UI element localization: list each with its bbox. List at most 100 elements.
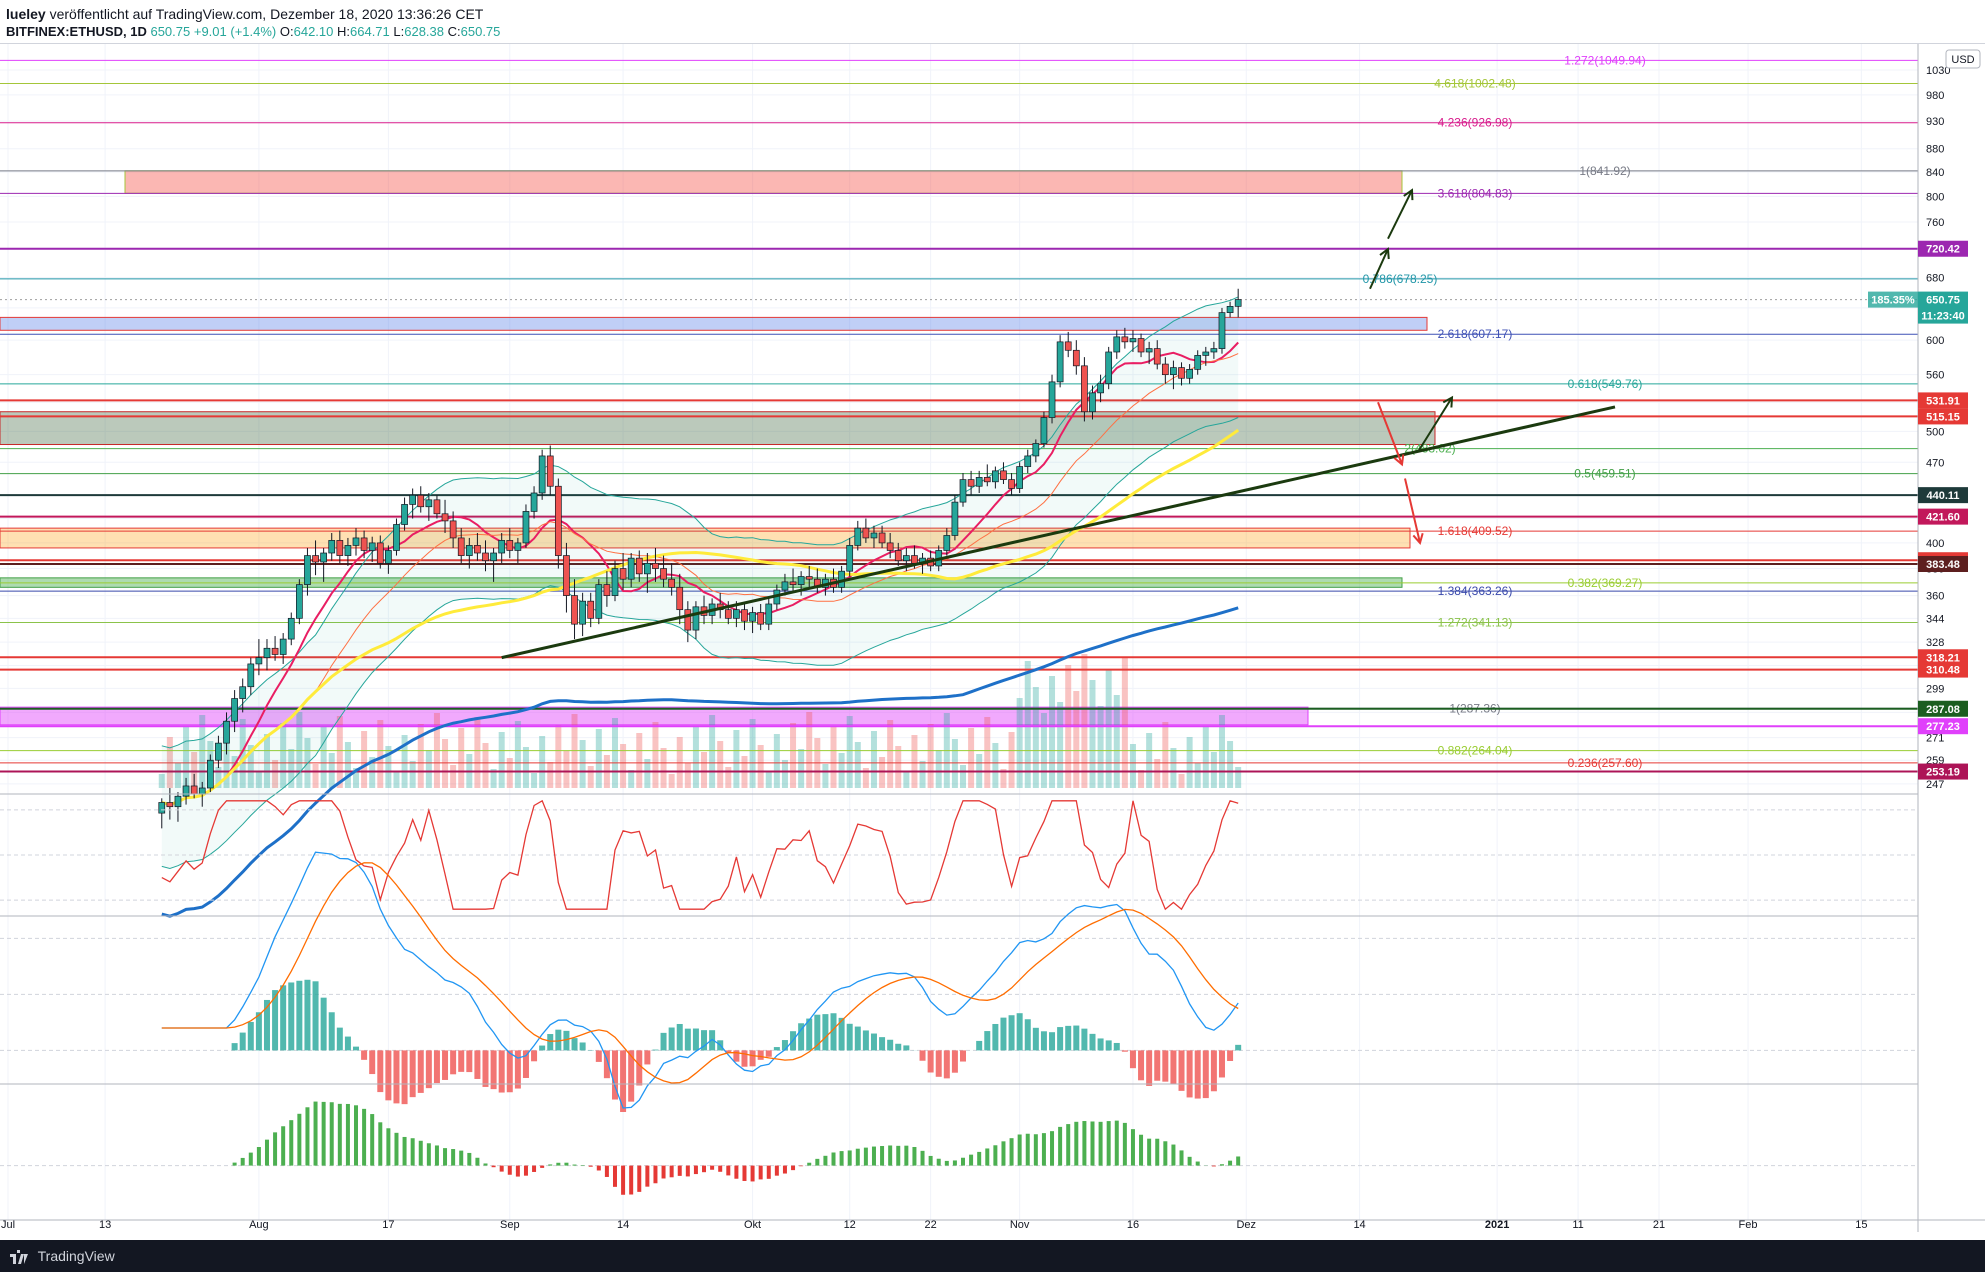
- price-tag-label: 650.75: [1926, 295, 1960, 307]
- volume-bar: [506, 758, 513, 788]
- macd-hist-bar: [798, 1023, 805, 1051]
- price-chart[interactable]: 1.272(1049.94) 4.618(1002.48) 4.236(926.98…: [0, 44, 1985, 1240]
- volume-bar: [806, 712, 813, 788]
- osc-bar: [580, 1165, 585, 1166]
- volume-bar: [919, 761, 926, 788]
- candle-body: [1072, 349, 1080, 367]
- osc-bar: [1001, 1141, 1006, 1166]
- volume-bar: [1162, 722, 1169, 788]
- osc-bar: [1114, 1120, 1119, 1166]
- candle-body: [263, 647, 271, 658]
- candle-body: [757, 612, 765, 625]
- time-tick-label: 11: [1572, 1219, 1583, 1231]
- volume-bar: [514, 721, 521, 788]
- candle-body: [465, 545, 473, 556]
- volume-bar: [174, 763, 181, 788]
- macd-hist-bar: [1097, 1038, 1104, 1051]
- currency-box[interactable]: USD: [1945, 49, 1981, 69]
- candle-body: [878, 532, 886, 544]
- volume-bar: [846, 716, 853, 788]
- candle-body: [635, 557, 643, 575]
- tradingview-logo[interactable]: TradingView: [10, 1248, 115, 1265]
- candle-body: [1000, 470, 1007, 480]
- osc-bar: [993, 1145, 998, 1166]
- time-tick-label: Sep: [500, 1219, 520, 1231]
- candle-body: [360, 537, 368, 551]
- macd-hist-bar: [838, 1017, 845, 1051]
- volume-bar: [1129, 744, 1136, 788]
- macd-hist-bar: [1170, 1050, 1177, 1084]
- candle-body: [627, 557, 635, 580]
- volume-bar: [927, 724, 934, 788]
- candle-body: [393, 524, 400, 551]
- ema-short: [161, 341, 1239, 806]
- support-zone-magenta: [0, 706, 1309, 726]
- price-tick-label: 500: [1926, 426, 1944, 438]
- macd-hist-bar: [1154, 1050, 1161, 1081]
- volume-bar: [555, 725, 562, 788]
- candle-body: [886, 542, 894, 551]
- resistance-zone-blue: [0, 316, 1428, 331]
- osc-bar: [977, 1151, 982, 1166]
- volume-bar: [595, 729, 602, 788]
- macd-hist-bar: [377, 1050, 384, 1093]
- candle-body: [1161, 363, 1169, 376]
- volume-bar: [587, 766, 594, 788]
- candle-body: [1008, 479, 1015, 489]
- macd-hist-bar: [458, 1050, 465, 1072]
- volume-bar: [1146, 733, 1153, 788]
- macd-hist-bar: [676, 1023, 683, 1051]
- level-tag-label: 277.23: [1926, 721, 1960, 733]
- volume-bar: [652, 722, 659, 788]
- candle-body: [385, 550, 392, 564]
- osc-bar: [920, 1150, 925, 1166]
- osc-bar: [1171, 1144, 1176, 1166]
- osc-bar: [515, 1165, 520, 1177]
- osc-bar: [621, 1165, 626, 1195]
- candle-body: [215, 742, 222, 761]
- indicators: [161, 296, 1240, 918]
- level-tag-label: 720.42: [1926, 244, 1960, 256]
- volume-bar: [1008, 732, 1015, 788]
- macd-hist-bar: [263, 999, 270, 1051]
- volume-bar: [442, 739, 449, 788]
- macd-hist-bar: [668, 1027, 675, 1051]
- price-tick-label: 299: [1926, 683, 1944, 695]
- volume-bar: [895, 746, 902, 788]
- level-tag-label: 515.15: [1926, 411, 1960, 423]
- candle-body: [846, 545, 854, 572]
- price-axis[interactable]: 1030980930880840800760720680640600560530…: [1868, 44, 1985, 1240]
- candle-body: [1121, 336, 1129, 343]
- macd-hist-bar: [361, 1050, 368, 1060]
- candle-body: [805, 576, 813, 580]
- bollinger-lower: [161, 417, 1239, 870]
- publisher-name[interactable]: lueley: [6, 6, 46, 22]
- fib-label: 4.618(1002.48): [1434, 77, 1515, 91]
- time-tick-label: Okt: [744, 1219, 761, 1231]
- candle-body: [943, 535, 951, 551]
- level-tag-label: 287.08: [1926, 704, 1960, 716]
- osc-bar: [1082, 1121, 1087, 1166]
- candle-body: [1234, 299, 1242, 307]
- osc-bar: [1211, 1165, 1216, 1167]
- osc-bar: [329, 1102, 334, 1166]
- macd-hist-bar: [1186, 1050, 1193, 1098]
- fib-label: 0.882(264.04): [1438, 744, 1513, 758]
- macd-hist-bar: [636, 1050, 643, 1086]
- candle-body: [1218, 312, 1226, 349]
- price-tick-label: 760: [1926, 217, 1944, 229]
- volume-bar: [539, 736, 546, 788]
- time-tick-label: 22: [925, 1219, 937, 1231]
- macd-hist-bar: [1089, 1033, 1096, 1051]
- chart-header: lueley veröffentlicht auf TradingView.co…: [0, 0, 1985, 44]
- level-tag-label: 310.48: [1926, 665, 1960, 677]
- time-axis[interactable]: Jul 13 Aug 17 Sep 14 Okt 12 22 Nov 16 Dez 14 2021 11 21…: [0, 1219, 1985, 1231]
- osc-bar: [944, 1160, 949, 1166]
- volume-bar: [247, 745, 254, 788]
- osc-bar: [1179, 1150, 1184, 1166]
- macd-hist-bar: [684, 1028, 691, 1051]
- macd-hist-bar: [1129, 1050, 1136, 1069]
- symbol-label[interactable]: BITFINEX:ETHUSD, 1D: [6, 24, 147, 39]
- candle-body: [312, 555, 319, 563]
- pct-tag-label: 185.35%: [1871, 295, 1915, 307]
